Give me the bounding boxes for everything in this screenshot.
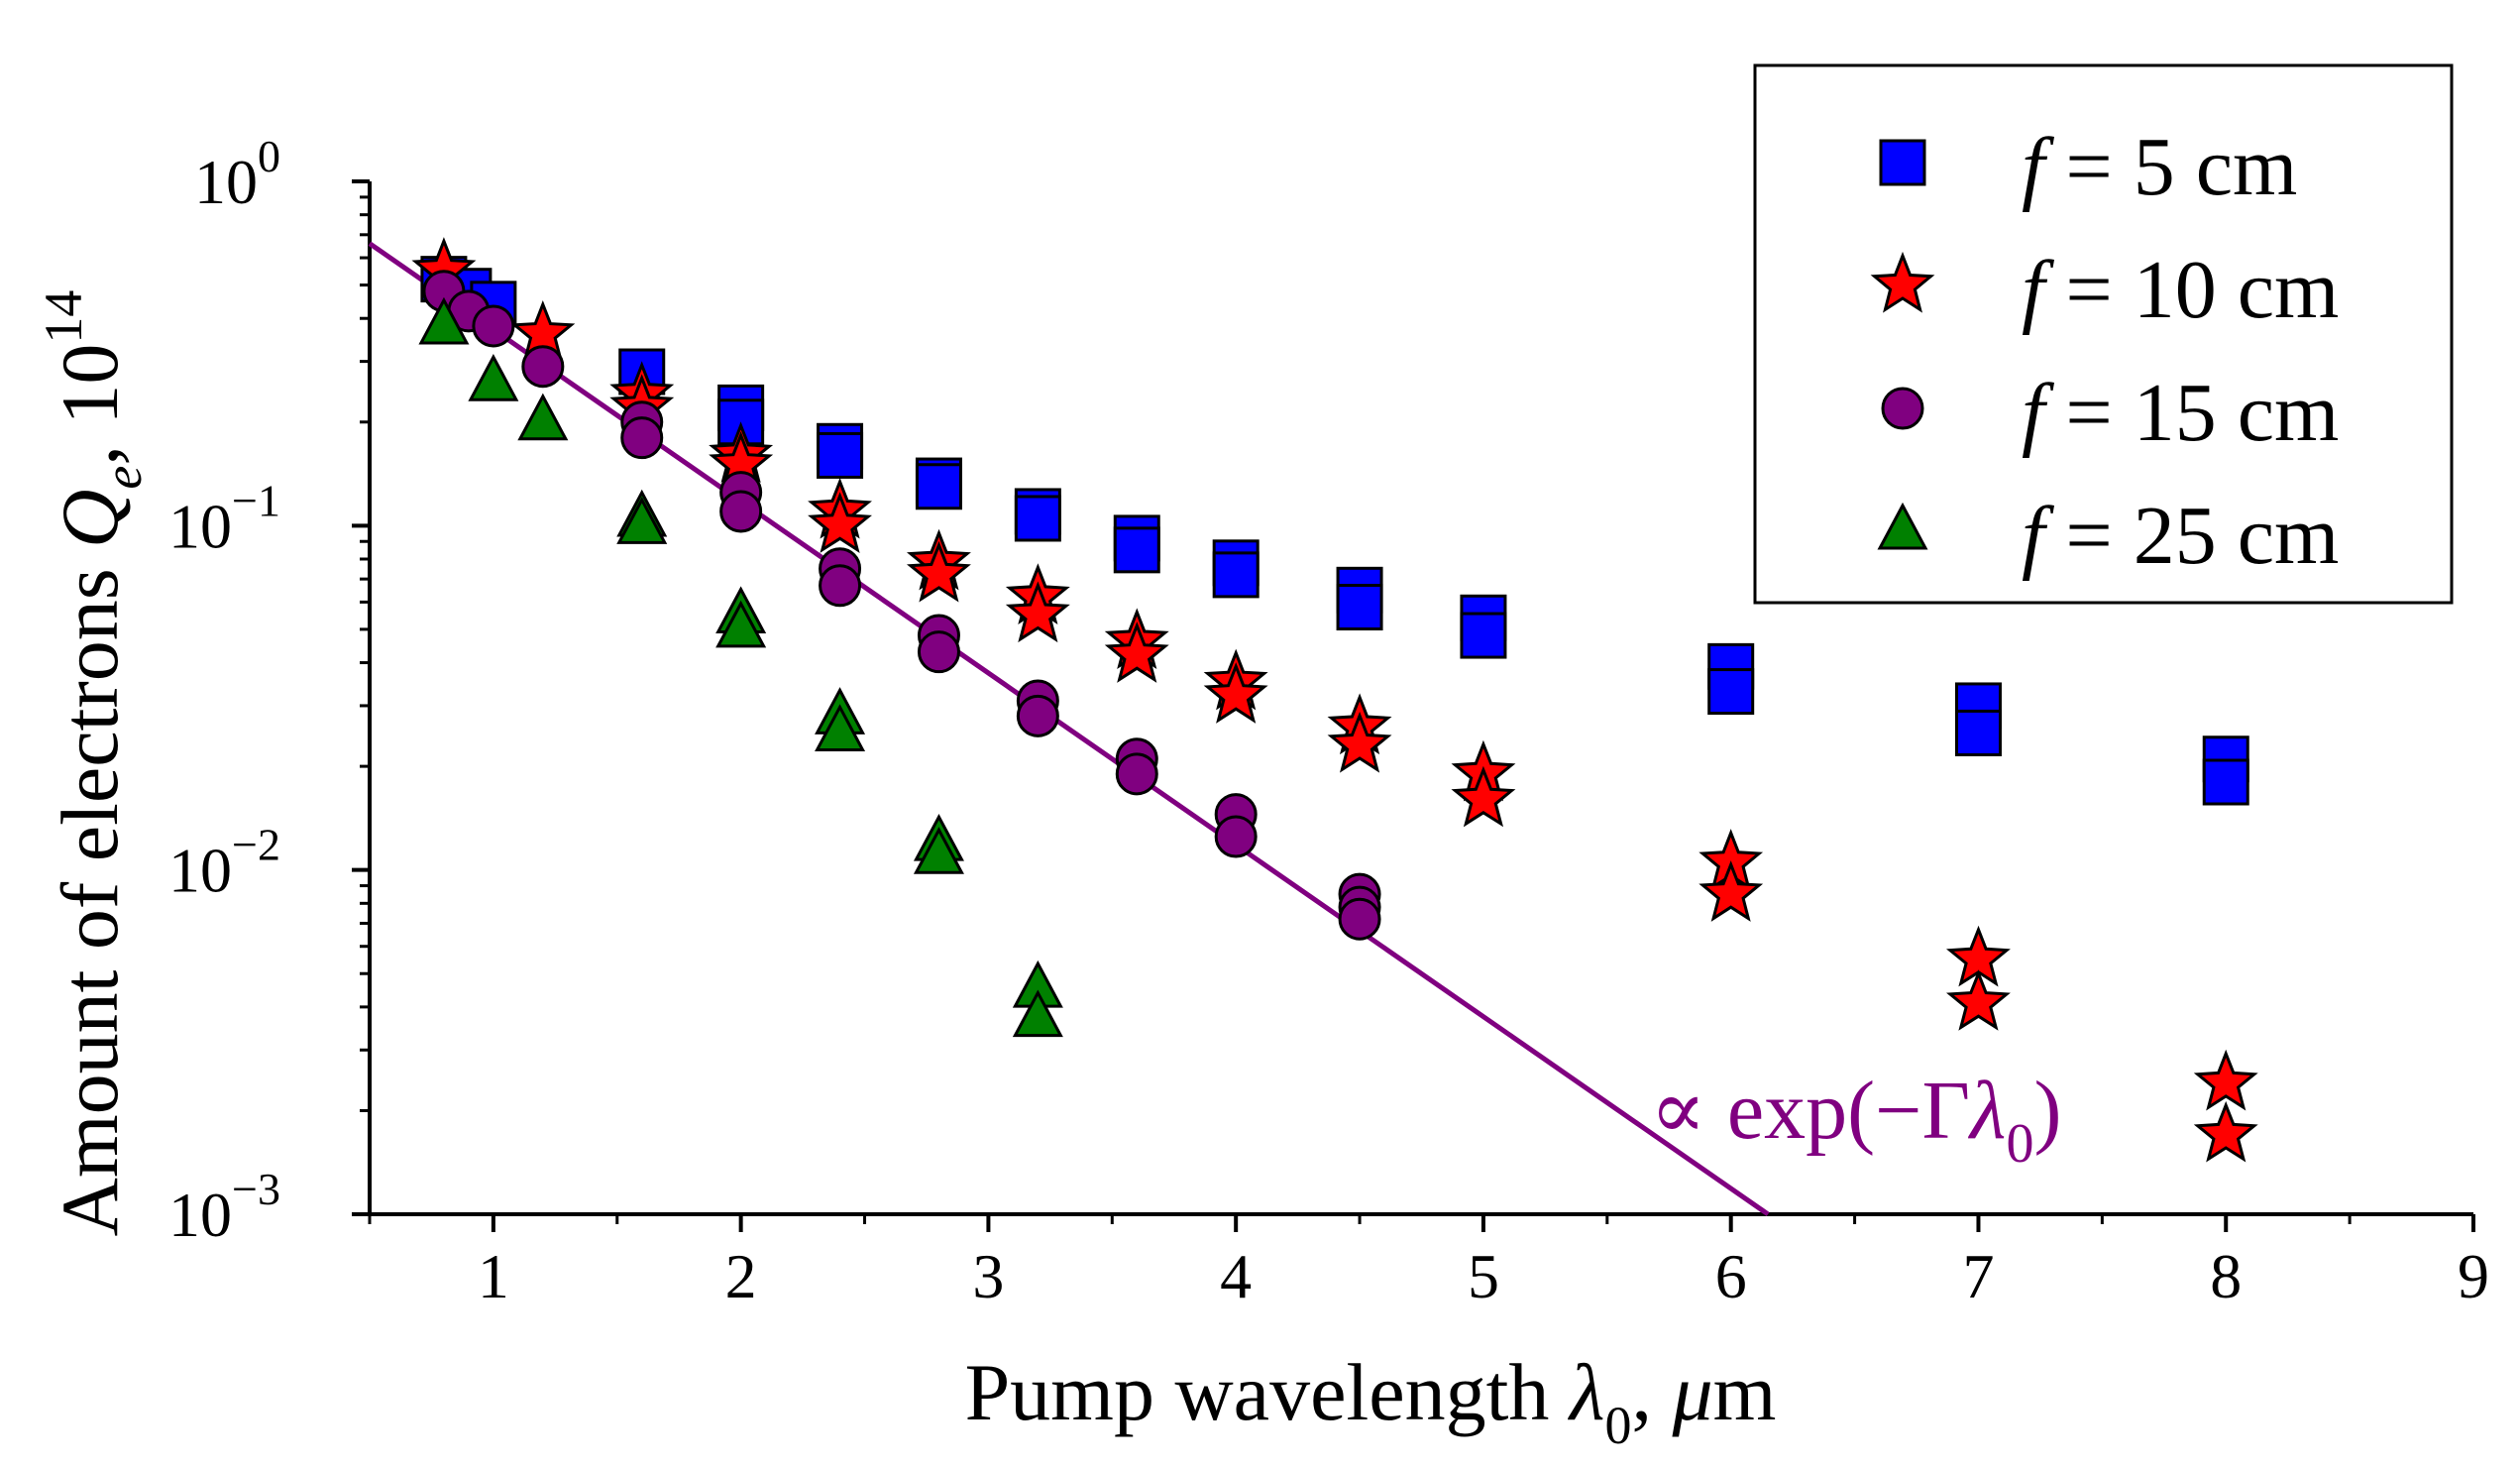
data-point (1115, 752, 1158, 796)
x-tick-label: 5 (1468, 1241, 1499, 1311)
x-tick-label: 2 (725, 1241, 757, 1311)
y-tick-label: 10−2 (168, 820, 280, 906)
data-point (418, 296, 470, 345)
data-point (1214, 815, 1258, 858)
data-point (1016, 694, 1059, 737)
data-point (1014, 495, 1061, 542)
data-point (817, 431, 864, 479)
x-tick-label: 3 (972, 1241, 1004, 1311)
data-point (1336, 584, 1383, 631)
data-point (1460, 612, 1507, 659)
data-point (913, 827, 964, 874)
data-point (1451, 765, 1516, 828)
data-point (1104, 622, 1169, 683)
legend-markers (1870, 139, 1935, 550)
data-point (815, 704, 866, 751)
data-point (715, 600, 767, 648)
data-point (917, 630, 960, 674)
x-tick-label: 4 (1220, 1241, 1252, 1311)
legend-box (1753, 63, 2454, 605)
series-triangle (418, 296, 1063, 1038)
data-point (1212, 551, 1260, 599)
legend-marker-star (1870, 251, 1935, 313)
x-axis-title: Pump wavelength λ0, μm (965, 1347, 1777, 1455)
data-point (616, 497, 668, 544)
data-point (1338, 897, 1381, 941)
data-point (808, 492, 872, 553)
data-point (2202, 758, 2249, 806)
data-point (620, 416, 664, 460)
ticks: 1 2 3 4 5 6 7 8 9 100 10−1 10−2 10−3 (168, 131, 2489, 1311)
data-point (719, 490, 763, 533)
data-point (915, 463, 962, 510)
y-axis-title: Amount of electrons Qe, 1014 (34, 290, 153, 1237)
data-points (411, 237, 2258, 1163)
series-circle (422, 270, 1381, 941)
legend-label-f15: f = 15 cm (2022, 367, 2339, 459)
x-tick-label: 6 (1715, 1241, 1747, 1311)
legend-marker-circle (1881, 387, 1924, 430)
axes (368, 181, 2473, 1216)
fit-line (368, 241, 1770, 1217)
legend: f = 5 cm f = 10 cm f = 15 cm f = 25 cm (1753, 63, 2454, 605)
x-tick-label: 8 (2210, 1241, 2242, 1311)
legend-label-f25: f = 25 cm (2022, 490, 2339, 582)
data-point (1954, 709, 2002, 756)
data-point (1005, 581, 1070, 643)
data-point (1203, 662, 1268, 724)
data-point (1946, 969, 2011, 1031)
x-tick-label: 9 (2458, 1241, 2489, 1311)
y-tick-label: 100 (194, 131, 280, 217)
x-tick-label: 7 (1962, 1241, 1994, 1311)
y-tick-label: 10−1 (168, 475, 280, 561)
data-point (517, 393, 569, 441)
legend-marker-triangle (1877, 502, 1928, 550)
legend-label-f5: f = 5 cm (2022, 121, 2297, 213)
x-tick-label: 1 (478, 1241, 509, 1311)
legend-label-f10: f = 10 cm (2022, 244, 2339, 336)
data-point (819, 564, 862, 608)
data-point (1698, 860, 1764, 922)
fit-line-label: ∝ exp(−Γλ0) (1650, 1065, 2061, 1175)
data-point (472, 304, 515, 348)
data-point (1012, 989, 1063, 1038)
data-point (1113, 526, 1160, 574)
data-point (906, 540, 971, 603)
data-point (468, 354, 519, 401)
y-tick-label: 10−3 (168, 1164, 280, 1250)
data-point (1327, 711, 1392, 773)
data-point (2193, 1100, 2258, 1163)
legend-marker-square (1879, 139, 1926, 186)
data-point (1707, 668, 1755, 716)
fit (368, 241, 1770, 1217)
data-point (2193, 1049, 2258, 1111)
data-point (521, 345, 565, 389)
